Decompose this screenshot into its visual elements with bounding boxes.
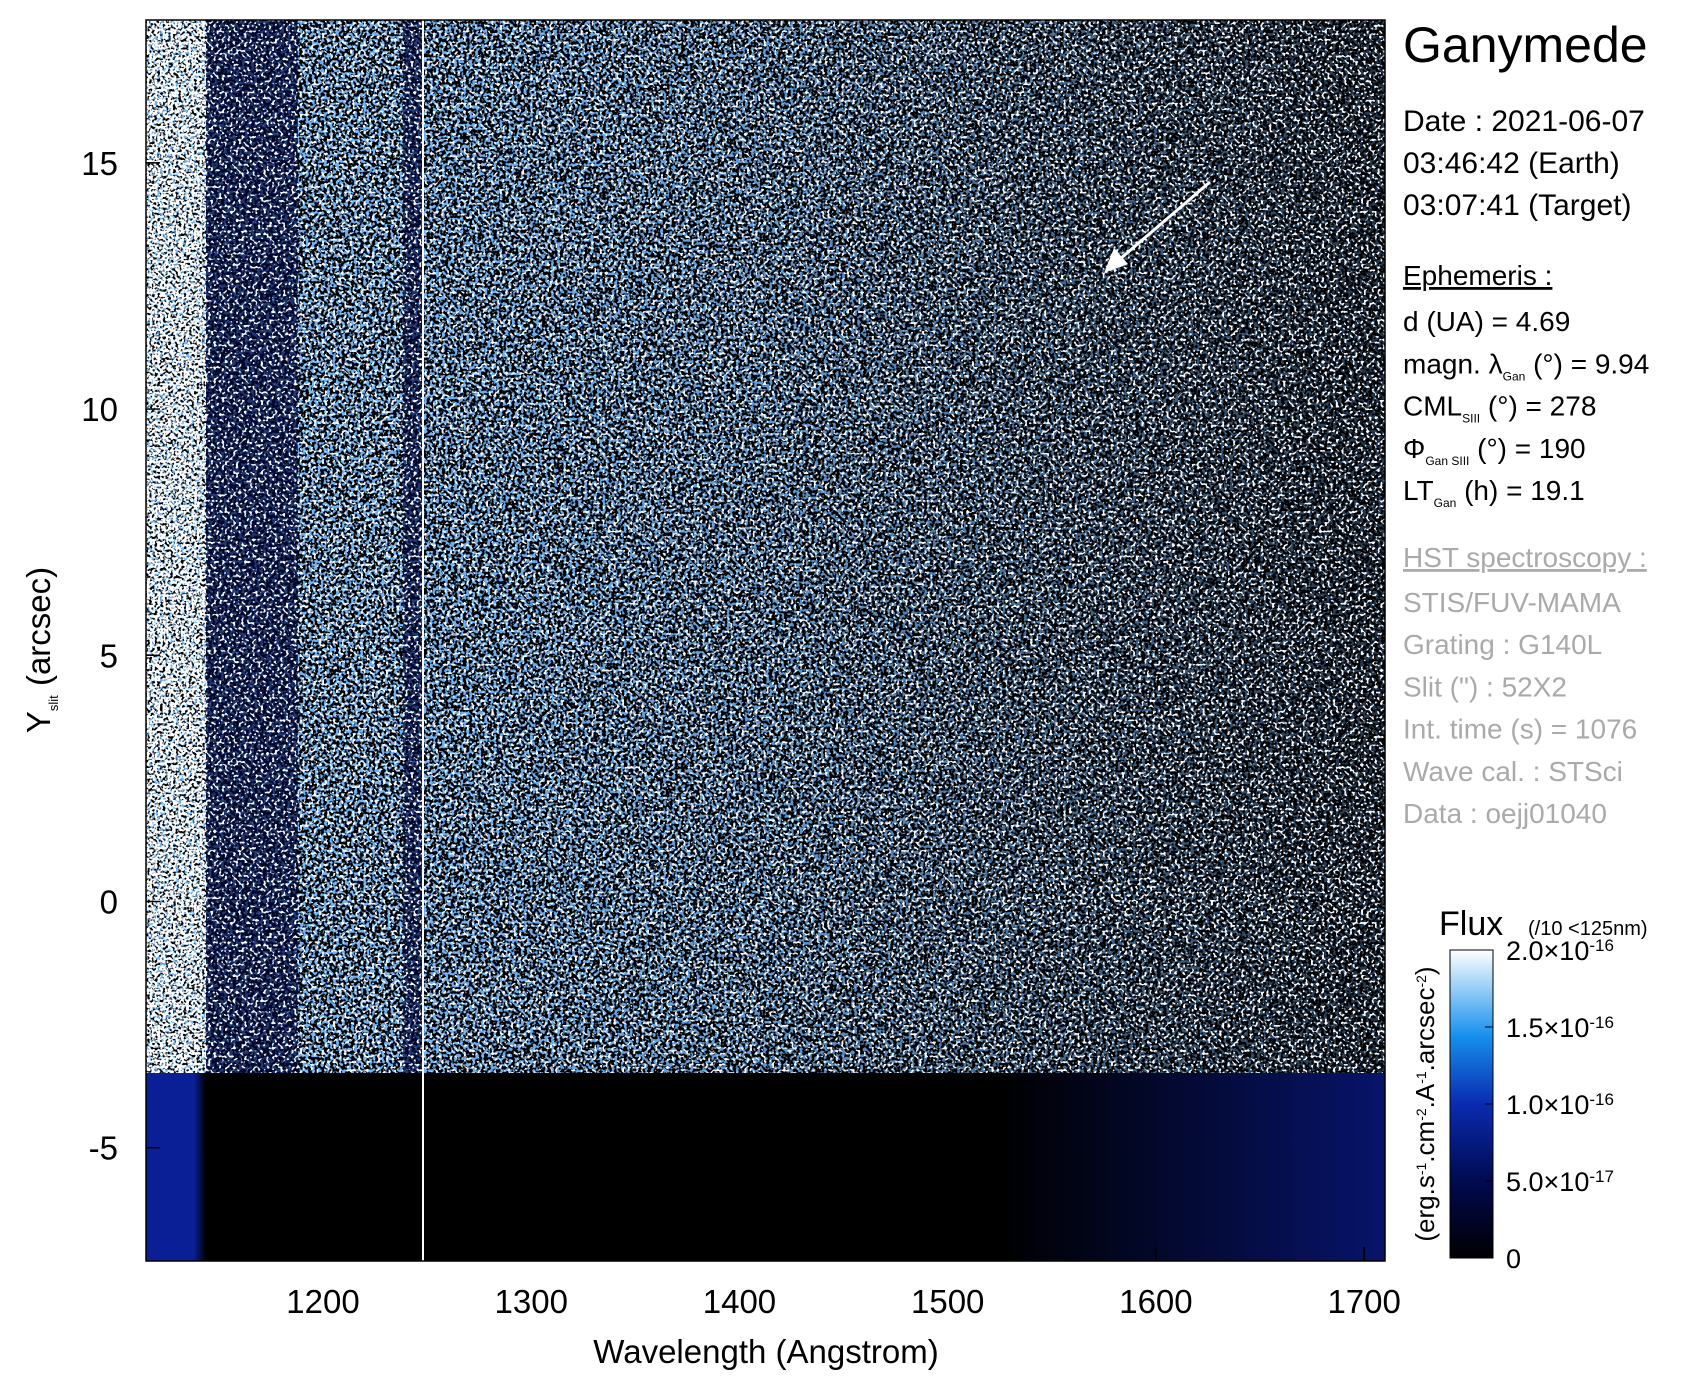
annotation-arrowhead [1104,248,1128,273]
hst-line: STIS/FUV-MAMA [1403,587,1621,618]
hst-title: HST spectroscopy : [1403,542,1647,573]
ephemeris-line-part: Φ [1403,433,1425,464]
colorbar-tick-label: 1.0×10-16 [1506,1090,1614,1121]
colorbar-note: (/10 <125nm) [1528,918,1648,940]
colorbar-tick-label: 5.0×10-17 [1506,1167,1614,1198]
colorbar-title: Flux [1439,905,1503,943]
ephemeris-line: ΦGan SIII (°) = 190 [1403,433,1586,468]
hst-line: Data : oejj01040 [1403,798,1607,829]
colorbar-tick-label: 1.5×10-16 [1506,1013,1614,1044]
ephemeris-line: d (UA) = 4.69 [1403,306,1570,337]
y-axis-label-part: Y [20,711,57,733]
ephemeris-line-part: (°) = 190 [1469,433,1585,464]
image-texture [146,1073,206,1261]
ephemeris-line-script: SIII [1462,412,1480,426]
y-tick-label: 0 [100,884,118,921]
colorbar-units-part: .cm [1410,1121,1440,1163]
image-texture [298,20,403,1073]
y-tick-label: 15 [81,145,118,182]
colorbar-tick-label: 2.0×10-16 [1506,936,1614,967]
x-tick-label: 1300 [495,1283,568,1320]
colorbar-units-part: .arcsec [1410,988,1440,1072]
colorbar-tick-label-part: 2.0×10 [1506,936,1589,966]
colorbar-tick-exponent: -17 [1589,1167,1614,1186]
colorbar-tick-label-part: 0 [1506,1244,1521,1274]
ephemeris-title: Ephemeris : [1403,260,1552,291]
colorbar-tick-exponent: -16 [1589,1090,1614,1109]
info-date: Date : 2021-06-07 [1403,105,1645,138]
colorbar-units-script: -2 [1413,975,1429,988]
colorbar-units-script: -1 [1413,1071,1429,1084]
colorbar-tick-label: 0 [1506,1244,1521,1274]
colorbar-tick-label-part: 5.0×10 [1506,1167,1589,1197]
ephemeris-line-part: (°) = 278 [1480,391,1596,422]
colorbar-units-script: -2 [1413,1108,1429,1121]
colorbar-tick-label-part: 1.5×10 [1506,1013,1589,1043]
x-axis-label: Wavelength (Angstrom) [593,1333,938,1370]
plot-frame [145,19,1386,1262]
image-texture [1000,1073,1385,1261]
x-tick-label: 1600 [1119,1283,1192,1320]
ephemeris-line: LTGan (h) = 19.1 [1403,475,1585,510]
y-tick-label: -5 [89,1130,118,1167]
ephemeris-line-part: magn. λ [1403,348,1503,379]
y-tick-label: 10 [81,391,118,428]
hst-line: Grating : G140L [1403,629,1602,660]
colorbar-units-script: -1 [1413,1162,1429,1175]
ephemeris-line: magn. λGan (°) = 9.94 [1403,348,1649,383]
ephemeris-line-script: Gan [1434,496,1457,510]
hst-line: Wave cal. : STSci [1403,756,1623,787]
ephemeris-line-script: Gan [1503,369,1526,383]
hst-line: Int. time (s) = 1076 [1403,714,1637,745]
colorbar-tick-exponent: -16 [1589,1013,1614,1032]
colorbar-units-part: (erg.s [1410,1175,1440,1241]
info-date: 03:07:41 (Target) [1403,189,1631,222]
colorbar-tick-exponent: -16 [1589,936,1614,955]
ephemeris-line: CMLSIII (°) = 278 [1403,391,1596,426]
annotation-arrow [1119,180,1211,261]
spectral-image [146,20,1385,1261]
colorbar-units: (erg.s-1.cm-2.A-1.arcsec-2) [1410,966,1440,1241]
y-tick-label: 5 [100,637,118,674]
x-tick-label: 1400 [703,1283,776,1320]
info-date: 03:46:42 (Earth) [1403,147,1620,180]
ephemeris-line-part: d (UA) = 4.69 [1403,306,1570,337]
y-axis-label: Yslit (arcsec) [20,567,61,733]
y-axis-label-script: slit [46,695,61,711]
x-tick-label: 1500 [911,1283,984,1320]
colorbar-tick-label-part: 1.0×10 [1506,1090,1589,1120]
y-axis-label-part: (arcsec) [20,567,57,695]
colorbar-units-part: ) [1410,966,1440,975]
ephemeris-line-part: CML [1403,391,1462,422]
colorbar-units-part: .A [1410,1083,1440,1108]
x-tick-label: 1200 [286,1283,359,1320]
image-texture [1000,878,1385,926]
x-tick-label: 1700 [1327,1283,1400,1320]
image-texture [146,20,206,1073]
ephemeris-line-script: Gan SIII [1425,454,1469,468]
chart-title: Ganymede [1403,17,1648,73]
hst-line: Slit (") : 52X2 [1403,671,1567,702]
ephemeris-line-part: (°) = 9.94 [1525,348,1649,379]
ephemeris-line-part: (h) = 19.1 [1456,475,1584,506]
ephemeris-line-part: LT [1403,475,1434,506]
